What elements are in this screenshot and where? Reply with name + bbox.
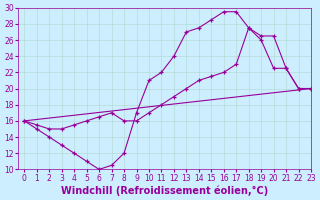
- X-axis label: Windchill (Refroidissement éolien,°C): Windchill (Refroidissement éolien,°C): [61, 185, 268, 196]
